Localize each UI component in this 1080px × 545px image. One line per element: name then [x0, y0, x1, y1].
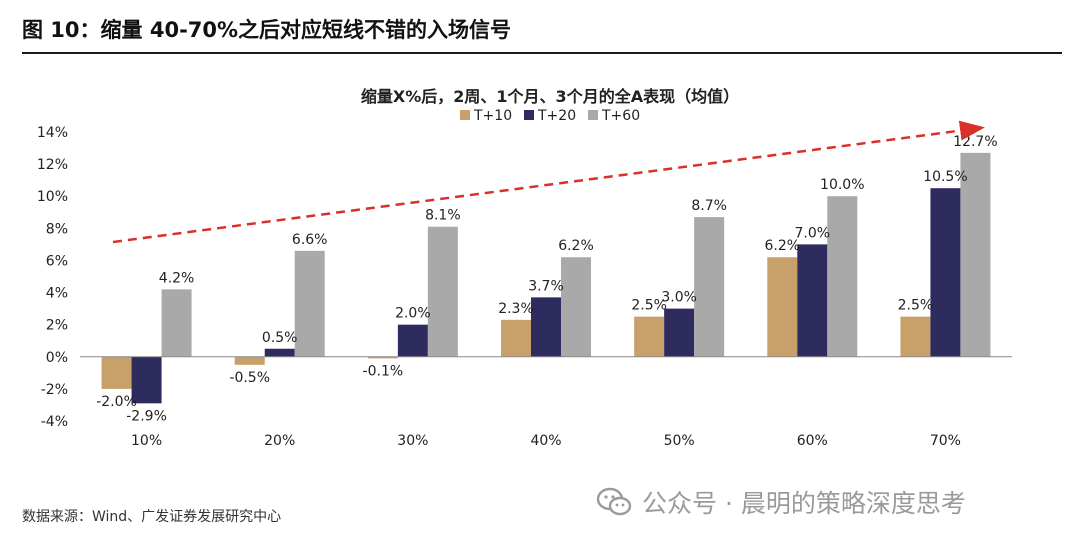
bar-T+60-60% — [827, 196, 858, 357]
title-divider — [22, 52, 1062, 54]
y-tick-label: 4% — [46, 286, 68, 302]
legend-swatch — [460, 110, 470, 120]
bar-T+10-40% — [501, 319, 531, 357]
bar-T+20-70% — [930, 188, 961, 357]
x-tick-label: 30% — [397, 433, 428, 449]
bar-T+60-10% — [161, 289, 192, 357]
bar-T+10-10% — [101, 356, 132, 389]
bar-T+10-50% — [634, 316, 665, 357]
bar-T+10-70% — [900, 316, 931, 357]
x-tick-label: 50% — [664, 433, 695, 449]
x-tick-label: 40% — [530, 433, 561, 449]
x-tick-label: 20% — [264, 433, 295, 449]
bar-T+20-50% — [664, 308, 695, 357]
data-label: 8.1% — [425, 208, 461, 224]
data-label: 8.7% — [691, 198, 727, 214]
legend-swatch — [524, 110, 534, 120]
bars — [101, 152, 991, 404]
x-axis: 10% 20% 30% 40% 50% 60% 70% — [80, 356, 1012, 449]
bar-T+20-10% — [131, 356, 162, 404]
bar-T+20-20% — [264, 348, 295, 357]
bar-T+20-30% — [397, 324, 428, 357]
x-tick-label: 70% — [930, 433, 961, 449]
data-label: -2.0% — [96, 394, 137, 410]
data-label: -0.1% — [363, 363, 404, 379]
data-label: 2.5% — [631, 298, 667, 314]
data-label: -2.9% — [126, 408, 167, 424]
data-label: 2.0% — [395, 306, 431, 322]
y-tick-label: -4% — [41, 414, 68, 430]
y-tick-label: 0% — [46, 350, 68, 366]
legend-label: T+20 — [537, 108, 576, 124]
y-tick-label: 10% — [37, 189, 68, 205]
data-label: 10.0% — [820, 177, 864, 193]
legend-label: T+60 — [601, 108, 640, 124]
y-tick-label: -2% — [41, 382, 68, 398]
x-tick-label: 10% — [131, 433, 162, 449]
bar-T+60-40% — [561, 257, 591, 357]
data-label: 12.7% — [953, 134, 997, 150]
source-note: 数据来源：Wind、广发证券发展研究中心 — [22, 509, 282, 525]
y-tick-label: 2% — [46, 318, 68, 334]
data-label: 3.0% — [661, 290, 697, 306]
wechat-icon — [596, 487, 632, 516]
watermark-text: 公众号 · 晨明的策略深度思考 — [642, 489, 966, 518]
data-label: 10.5% — [923, 169, 967, 185]
bar-T+10-30% — [367, 356, 398, 359]
bar-T+10-20% — [234, 356, 265, 365]
bar-labels: -2.0% -0.5% -0.1% 2.3% 2.5% 6.2% 2.5% -2.9% 0.5%… — [96, 134, 997, 424]
data-label: 4.2% — [159, 270, 195, 286]
data-label: 0.5% — [262, 330, 298, 346]
data-label: 6.2% — [764, 238, 800, 254]
bar-T+20-40% — [531, 297, 561, 357]
legend: T+10 T+20 T+60 — [460, 108, 640, 124]
bar-T+60-50% — [694, 217, 725, 357]
y-tick-label: 12% — [37, 157, 68, 173]
y-tick-label: 14% — [37, 125, 68, 141]
data-label: -0.5% — [229, 370, 270, 386]
y-axis: -4% -2% 0% 2% 4% 6% 8% 10% 12% 14% — [37, 125, 68, 430]
bar-T+60-30% — [427, 226, 458, 357]
figure-title: 图 10：缩量 40-70%之后对应短线不错的入场信号 — [22, 18, 512, 42]
trend-arrow — [112, 120, 985, 244]
data-label: 6.6% — [292, 232, 328, 248]
data-label: 7.0% — [794, 225, 830, 241]
chart-title: 缩量X%后，2周、1个月、3个月的全A表现（均值） — [361, 87, 739, 106]
data-label: 3.7% — [528, 278, 564, 294]
bar-T+10-60% — [767, 257, 798, 357]
legend-swatch — [588, 110, 598, 120]
watermark: 公众号 · 晨明的策略深度思考 — [596, 484, 966, 520]
bar-T+60-20% — [294, 250, 325, 357]
y-tick-label: 6% — [46, 253, 68, 269]
bar-T+60-70% — [960, 152, 991, 357]
legend-label: T+10 — [473, 108, 512, 124]
bar-T+20-60% — [797, 244, 828, 357]
y-tick-label: 8% — [46, 221, 68, 237]
data-label: 2.5% — [898, 298, 934, 314]
data-label: 2.3% — [498, 301, 534, 317]
x-tick-label: 60% — [797, 433, 828, 449]
data-label: 6.2% — [558, 238, 594, 254]
